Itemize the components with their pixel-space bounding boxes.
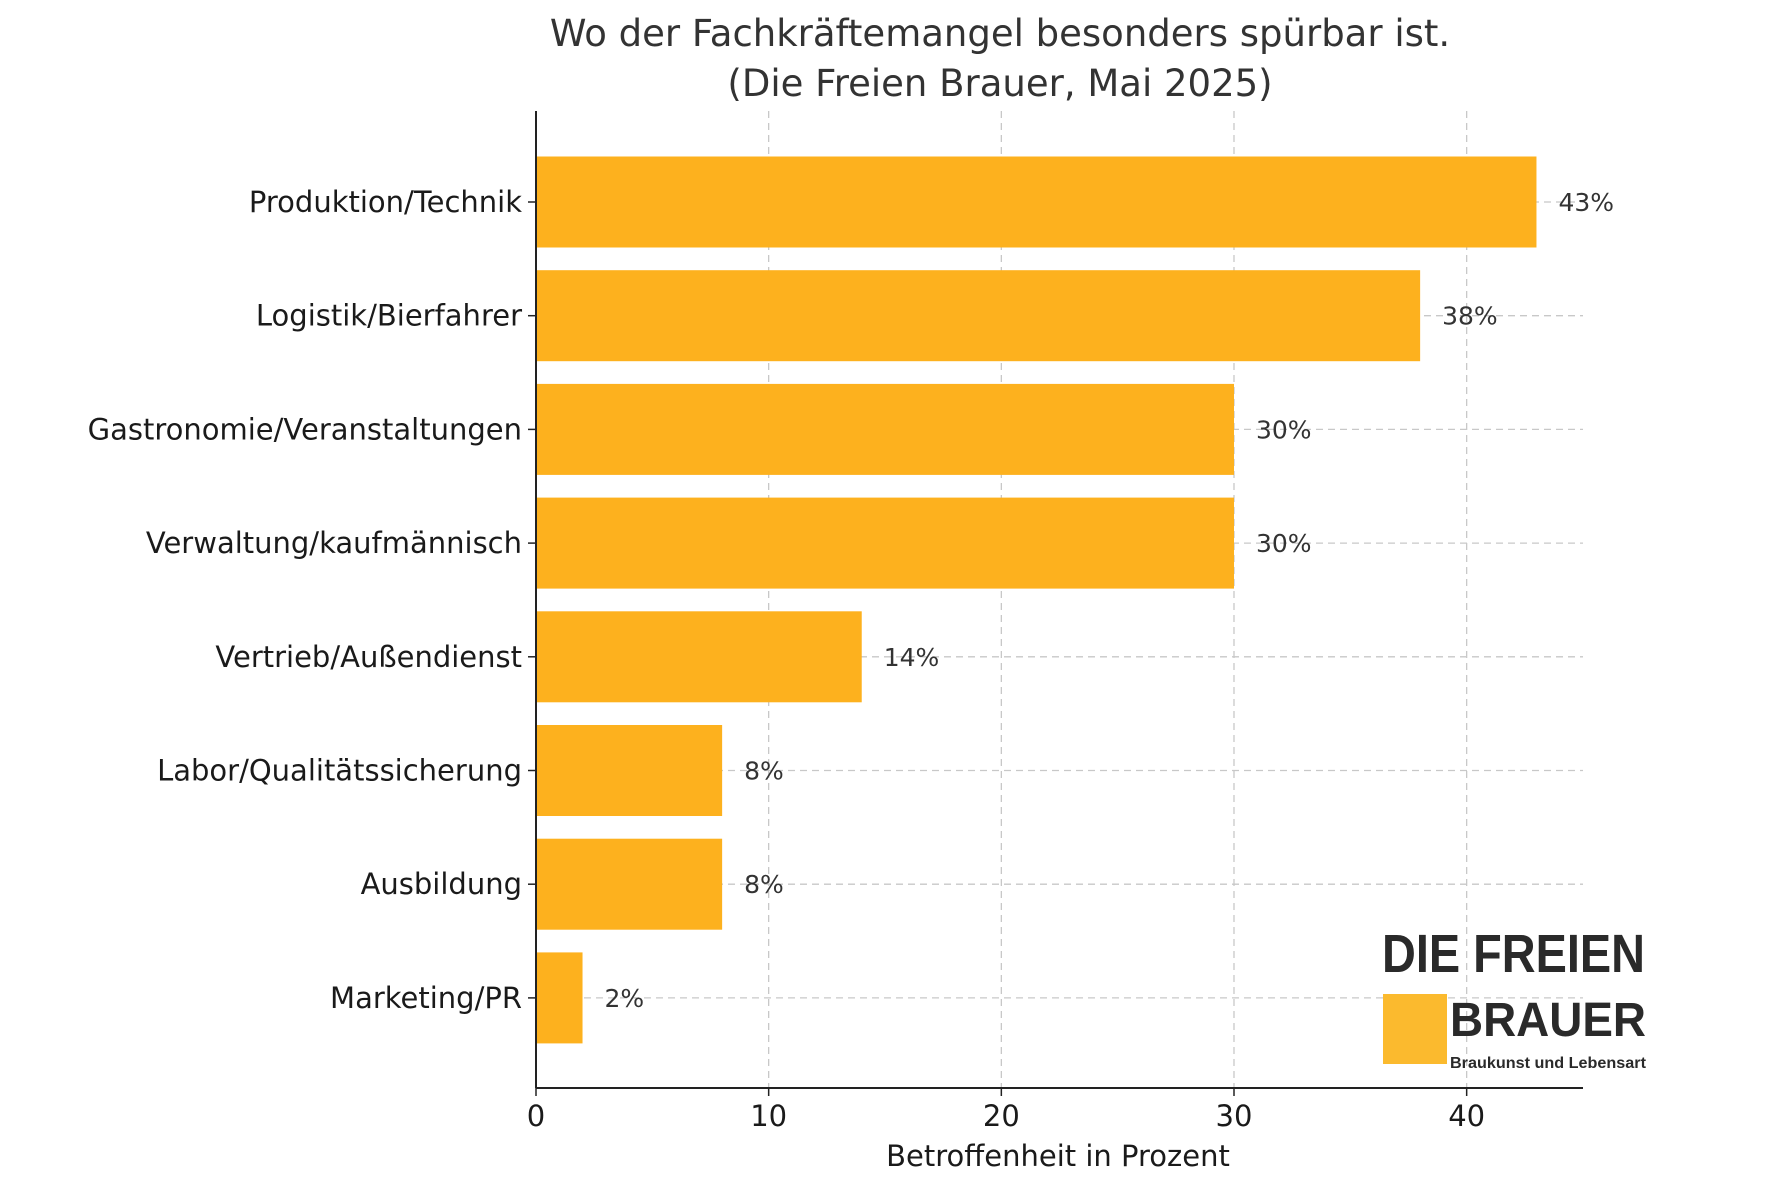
value-label: 30%: [1256, 415, 1312, 444]
y-tick-label: Logistik/Bierfahrer: [256, 299, 522, 333]
y-tick-label: Vertrieb/Außendienst: [215, 640, 522, 674]
value-label: 2%: [605, 984, 645, 1013]
chart-title: Wo der Fachkräftemangel besonders spürba…: [550, 12, 1450, 55]
x-tick-label: 40: [1448, 1099, 1485, 1133]
x-tick-label: 30: [1216, 1099, 1253, 1133]
value-label: 8%: [744, 870, 784, 899]
logo-square: [1383, 994, 1447, 1064]
y-tick-label: Ausbildung: [361, 867, 522, 901]
bar: [536, 838, 723, 930]
y-tick-label: Gastronomie/Veranstaltungen: [88, 412, 522, 446]
y-tick-label: Marketing/PR: [330, 981, 522, 1015]
y-tick-label: Produktion/Technik: [249, 185, 522, 219]
logo-line1: DIE FREIEN: [1382, 924, 1645, 984]
chart-subtitle: (Die Freien Brauer, Mai 2025): [727, 62, 1272, 105]
value-label: 14%: [884, 643, 940, 672]
y-tick-label: Verwaltung/kaufmännisch: [146, 526, 522, 560]
brand-logo: DIE FREIEN BRAUER Braukunst und Lebensar…: [1382, 924, 1647, 1072]
bar: [536, 725, 723, 816]
bar: [536, 156, 1537, 248]
bar: [536, 952, 583, 1044]
bar: [536, 611, 862, 703]
x-tick-label: 20: [983, 1099, 1020, 1133]
logo-tagline: Braukunst und Lebensart: [1450, 1055, 1647, 1072]
value-label: 38%: [1442, 302, 1498, 331]
x-tick-label: 0: [527, 1099, 545, 1133]
bar: [536, 383, 1234, 475]
bar: [536, 270, 1421, 362]
value-label: 43%: [1558, 188, 1614, 217]
y-tick-label: Labor/Qualitätssicherung: [157, 754, 522, 788]
bar: [536, 497, 1234, 589]
x-tick-label: 10: [750, 1099, 787, 1133]
value-label: 30%: [1256, 529, 1312, 558]
value-label: 8%: [744, 757, 784, 786]
x-axis-label: Betroffenheit in Prozent: [886, 1139, 1230, 1173]
logo-line2: BRAUER: [1450, 994, 1646, 1047]
